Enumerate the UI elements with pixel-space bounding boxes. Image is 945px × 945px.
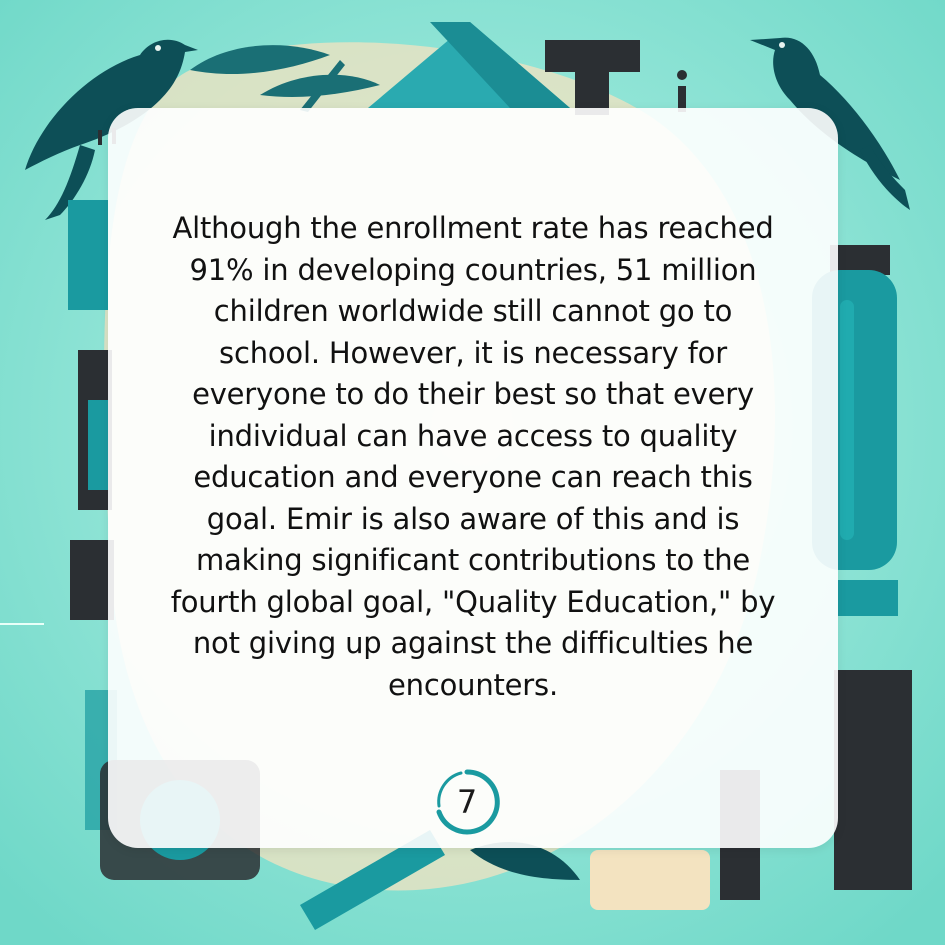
letter-t-icon (545, 40, 640, 115)
body-line: school. However, it is necessary for (219, 335, 727, 370)
letter-i-icon (677, 70, 687, 112)
circle-ring-icon (436, 769, 500, 835)
crow-icon (750, 37, 910, 210)
body-line: children worldwide still cannot go to (213, 294, 733, 328)
body-line: making significant contributions to the (195, 543, 751, 577)
pencil-icon (300, 830, 445, 930)
body-line: everyone to do their best so that every (192, 377, 754, 411)
body-paragraph: Although the enrollment rate has reached… (108, 208, 838, 706)
body-line: fourth global goal, "Quality Education,"… (170, 584, 776, 619)
book-tent-icon (368, 22, 570, 108)
body-line: goal. Emir is also aware of this and is (206, 501, 740, 536)
body-line: encounters. (388, 667, 558, 702)
body-line: education and everyone can reach this (193, 460, 753, 494)
body-line: 91% in developing countries, 51 million (189, 252, 757, 287)
leaf-icon (190, 45, 380, 112)
page-number-badge: 7 (431, 766, 503, 838)
content-card: Although the enrollment rate has reached… (108, 108, 838, 848)
body-line: not giving up against the difficulties h… (192, 626, 754, 660)
body-line: individual can have access to quality (208, 418, 738, 453)
page-number: 7 (456, 783, 478, 821)
body-line: Although the enrollment rate has reached (172, 211, 774, 245)
